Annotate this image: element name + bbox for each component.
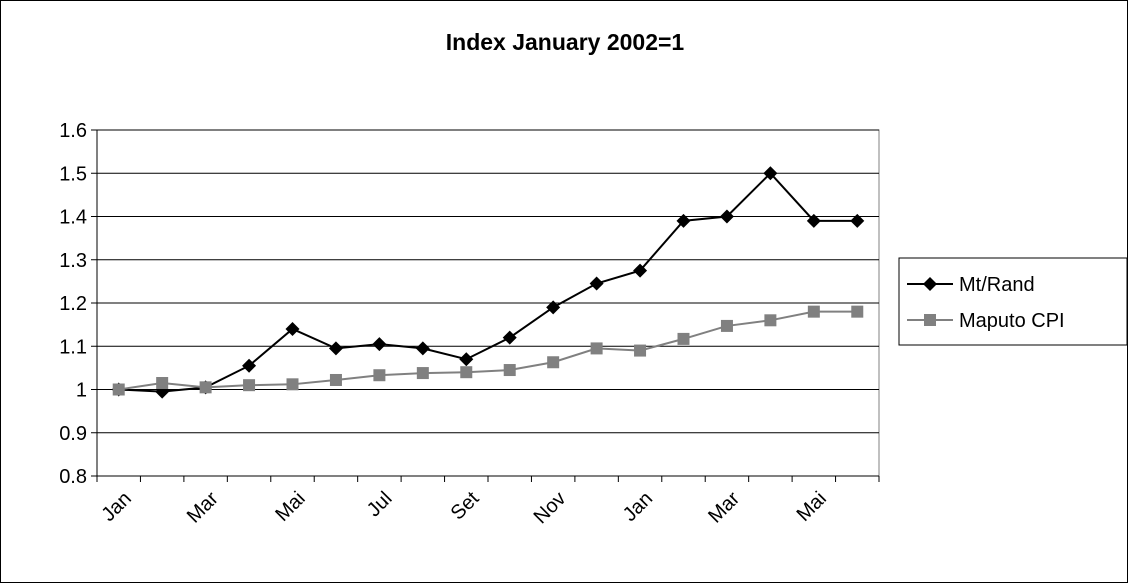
marker xyxy=(459,352,474,367)
legend-box xyxy=(898,257,1128,346)
marker xyxy=(372,337,387,352)
marker xyxy=(677,332,690,345)
marker xyxy=(460,366,473,379)
legend-label: Mt/Rand xyxy=(959,274,1035,296)
y-tick-label: 1.2 xyxy=(59,293,87,315)
series-line xyxy=(118,310,858,391)
marker xyxy=(373,369,386,382)
marker xyxy=(199,381,212,394)
legend-label: Maputo CPI xyxy=(959,310,1065,332)
marker xyxy=(547,356,560,369)
marker xyxy=(242,358,257,373)
y-tick-label: 1.3 xyxy=(59,250,87,272)
y-tick-label: 0.9 xyxy=(59,423,87,445)
marker xyxy=(851,305,864,318)
marker xyxy=(763,166,778,181)
marker xyxy=(807,305,820,318)
marker xyxy=(503,364,516,377)
marker xyxy=(112,383,125,396)
marker xyxy=(156,377,169,390)
marker xyxy=(589,276,604,291)
marker xyxy=(416,367,429,380)
y-tick-label: 1.1 xyxy=(59,336,87,358)
marker xyxy=(243,379,256,392)
marker xyxy=(720,319,733,332)
y-tick-label: 0.8 xyxy=(59,466,87,488)
marker xyxy=(286,378,299,391)
chart-title: Index January 2002=1 xyxy=(446,29,685,55)
y-tick-label: 1.4 xyxy=(59,207,87,229)
marker xyxy=(328,341,343,356)
marker xyxy=(923,277,937,291)
y-tick-label: 1.5 xyxy=(59,163,87,185)
marker xyxy=(850,213,865,228)
marker xyxy=(806,213,821,228)
series-line xyxy=(118,171,858,393)
marker xyxy=(546,300,561,315)
marker xyxy=(285,321,300,336)
marker xyxy=(633,263,648,278)
marker xyxy=(764,314,777,327)
marker xyxy=(634,344,647,357)
marker xyxy=(502,330,517,345)
y-tick-label: 1 xyxy=(76,380,87,402)
y-tick-label: 1.6 xyxy=(59,120,87,142)
marker xyxy=(415,341,430,356)
marker xyxy=(676,213,691,228)
marker xyxy=(719,209,734,224)
marker xyxy=(924,314,936,326)
marker xyxy=(590,342,603,355)
marker xyxy=(329,373,342,386)
